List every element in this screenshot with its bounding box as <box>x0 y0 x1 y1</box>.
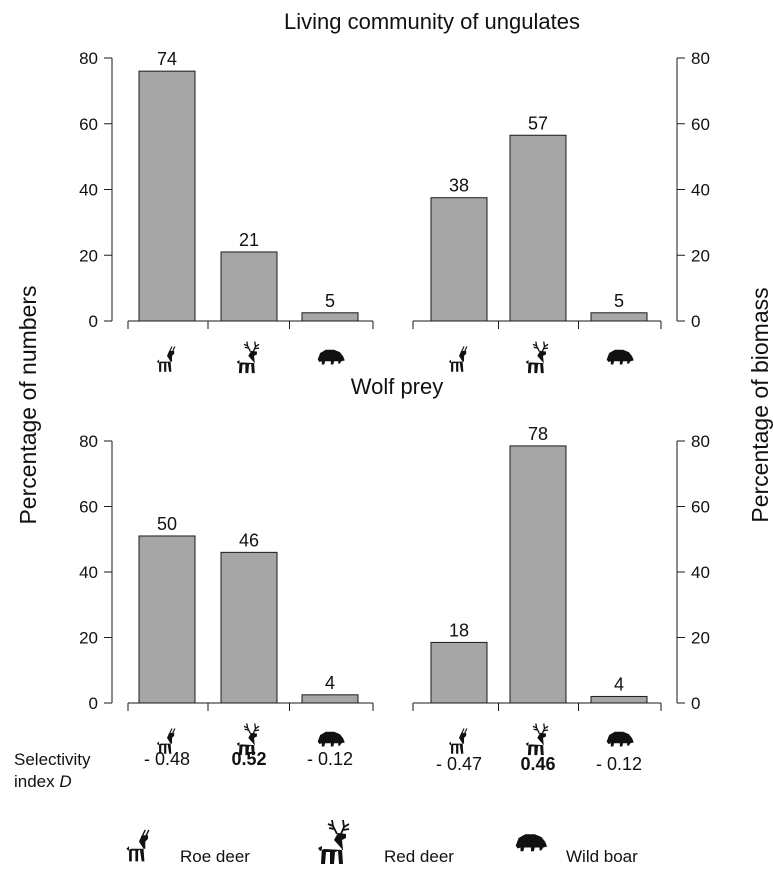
legend-label: Wild boar <box>566 847 638 866</box>
wild-boar-icon <box>317 349 345 365</box>
y-tick-label: 0 <box>691 312 700 331</box>
legend: Roe deer Red deer Wild boar <box>125 819 638 866</box>
y-tick-label: 60 <box>79 498 98 517</box>
data-label: 5 <box>325 291 335 311</box>
data-label: 18 <box>449 620 469 640</box>
legend-label: Roe deer <box>180 847 250 866</box>
y-tick-label: 20 <box>691 629 710 648</box>
bar-wild-boar <box>301 312 359 322</box>
bar-roe-deer <box>430 641 488 704</box>
data-label: 5 <box>614 291 624 311</box>
y-tick-label: 0 <box>89 312 98 331</box>
wild-boar-icon <box>606 731 634 747</box>
selectivity-value: - 0.12 <box>307 749 353 769</box>
selectivity-value: - 0.12 <box>596 754 642 774</box>
selectivity-values: - 0.48 0.52 - 0.12 - 0.47 0.46 - 0.12 <box>144 749 642 774</box>
legend-item: Red deer <box>317 819 454 866</box>
top-panel-title: Living community of ungulates <box>284 9 580 34</box>
data-label: 74 <box>157 49 177 69</box>
y-tick-label: 20 <box>79 629 98 648</box>
wild-boar-icon <box>317 731 345 747</box>
y-tick-label: 40 <box>691 563 710 582</box>
roe-deer-icon <box>156 345 176 373</box>
data-label: 57 <box>528 113 548 133</box>
y-axis-label-right: Percentage of biomass <box>747 287 773 522</box>
selectivity-title-line1: Selectivity <box>14 750 91 769</box>
selectivity-value: 0.46 <box>520 754 555 774</box>
y-axis-label-left: Percentage of numbers <box>15 285 41 524</box>
y-tick-label: 80 <box>691 432 710 451</box>
y-tick-label: 80 <box>79 432 98 451</box>
wild-boar-icon <box>515 834 548 852</box>
bar-wild-boar <box>590 695 648 704</box>
red-deer-icon <box>525 722 549 756</box>
roe-deer-icon <box>448 727 468 755</box>
y-tick-label: 40 <box>691 181 710 200</box>
bar-red-deer <box>509 134 567 322</box>
bar-wild-boar <box>301 694 359 704</box>
red-deer-icon <box>317 819 350 865</box>
roe-deer-icon <box>448 345 468 373</box>
bottom-panel-title: Wolf prey <box>351 374 444 399</box>
y-tick-label: 80 <box>691 49 710 68</box>
y-tick-label: 60 <box>691 498 710 517</box>
selectivity-title-index: index <box>14 772 59 791</box>
bar-roe-deer <box>138 535 196 704</box>
selectivity-title-line2: index D <box>14 772 72 791</box>
red-deer-icon <box>525 340 549 374</box>
panel-numbers-2: 0 20 40 60 80 50 46 4 <box>79 432 374 756</box>
data-label: 50 <box>157 514 177 534</box>
data-label: 21 <box>239 230 259 250</box>
legend-item: Roe deer <box>125 829 250 866</box>
bar-red-deer <box>220 251 278 322</box>
selectivity-title-d: D <box>59 772 71 791</box>
y-tick-label: 60 <box>79 115 98 134</box>
y-tick-label: 20 <box>691 246 710 265</box>
red-deer-icon <box>236 340 260 374</box>
y-tick-label: 80 <box>79 49 98 68</box>
y-tick-label: 0 <box>691 694 700 713</box>
wild-boar-icon <box>606 349 634 365</box>
y-tick-label: 20 <box>79 246 98 265</box>
selectivity-value: 0.52 <box>231 749 266 769</box>
selectivity-value: - 0.47 <box>436 754 482 774</box>
y-tick-label: 0 <box>89 694 98 713</box>
legend-label: Red deer <box>384 847 454 866</box>
y-tick-label: 40 <box>79 181 98 200</box>
data-label: 46 <box>239 530 259 550</box>
bar-red-deer <box>220 551 278 704</box>
selectivity-value: - 0.48 <box>144 749 190 769</box>
roe-deer-icon <box>125 829 150 863</box>
bar-roe-deer <box>138 70 196 322</box>
panel-biomass-3: 0 20 40 60 80 18 78 4 <box>412 424 710 756</box>
data-label: 4 <box>614 674 624 694</box>
data-label: 4 <box>325 673 335 693</box>
data-label: 38 <box>449 176 469 196</box>
data-label: 78 <box>528 424 548 444</box>
y-tick-label: 60 <box>691 115 710 134</box>
bar-red-deer <box>509 445 567 704</box>
bar-wild-boar <box>590 312 648 322</box>
panel-biomass-1: 0 20 40 60 80 38 57 5 <box>412 49 710 374</box>
bar-roe-deer <box>430 197 488 322</box>
y-tick-label: 40 <box>79 563 98 582</box>
legend-item: Wild boar <box>515 834 638 866</box>
panel-numbers-0: 0 20 40 60 80 74 21 5 <box>79 49 374 374</box>
